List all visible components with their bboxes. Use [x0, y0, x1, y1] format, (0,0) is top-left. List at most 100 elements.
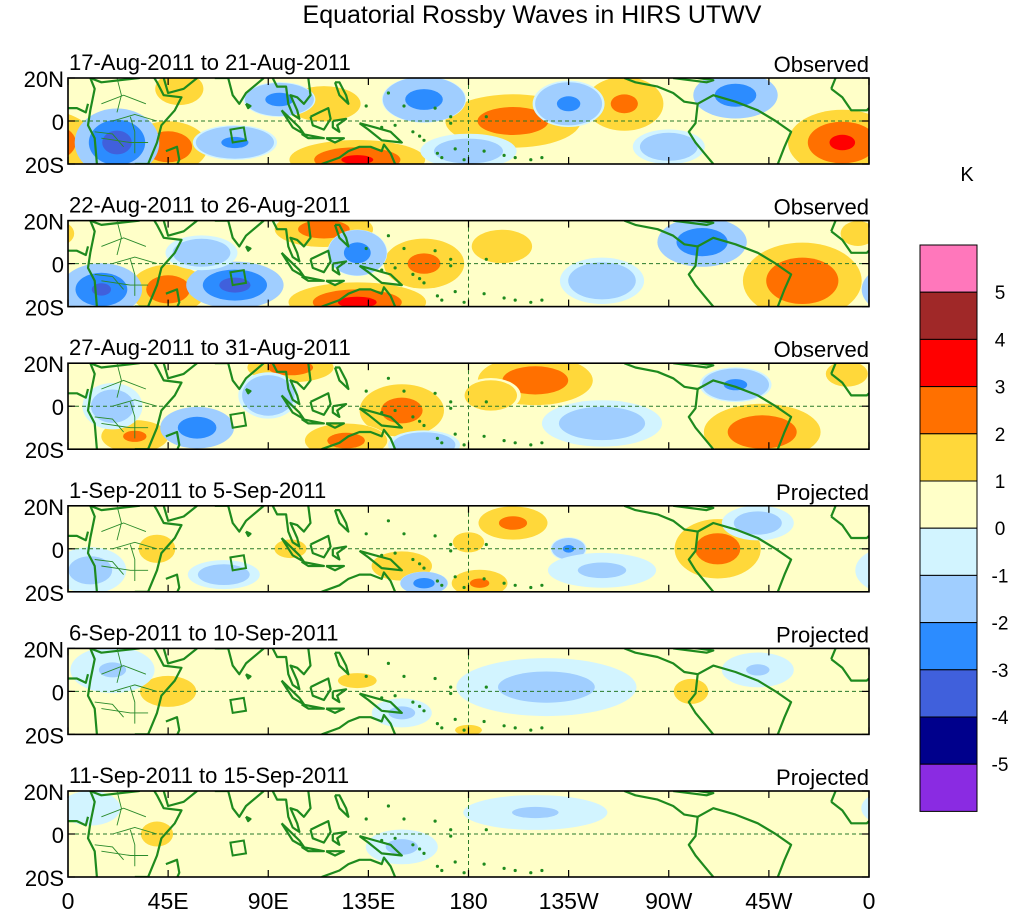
- coastline: [214, 648, 265, 676]
- coastline: [325, 137, 345, 144]
- country-border: [94, 416, 124, 433]
- x-tick-label: 0: [863, 888, 876, 914]
- country-border: [129, 544, 136, 581]
- coastline: [358, 692, 403, 715]
- anomaly-field: [68, 505, 869, 592]
- island: [453, 717, 457, 722]
- colorbar-swatch: [919, 244, 978, 293]
- island: [364, 674, 368, 679]
- anomaly-contour: [68, 129, 76, 156]
- coastline: [86, 505, 98, 592]
- coastline: [309, 106, 332, 131]
- country-border: [116, 363, 122, 398]
- anomaly-contour: [577, 562, 627, 579]
- anomaly-contour: [337, 296, 377, 307]
- colorbar-swatch: [919, 669, 978, 718]
- coastline: [325, 564, 345, 572]
- island: [422, 851, 426, 856]
- island: [502, 866, 506, 871]
- island: [513, 868, 517, 873]
- colorbar-tick-label: 0: [995, 519, 1006, 540]
- coastline: [673, 78, 715, 84]
- anomaly-contour: [146, 275, 191, 304]
- island: [462, 300, 466, 304]
- island: [380, 125, 384, 129]
- island: [422, 566, 426, 570]
- island: [418, 134, 422, 138]
- island: [435, 151, 439, 155]
- colorbar-tick-label: -1: [992, 566, 1009, 587]
- panel-date-range: 22-Aug-2011 to 26-Aug-2011: [69, 193, 351, 218]
- coastline: [333, 651, 350, 676]
- coastlines: [68, 220, 869, 307]
- island: [440, 868, 444, 873]
- island: [529, 300, 533, 304]
- island: [364, 532, 368, 536]
- anomaly-contour: [861, 796, 869, 820]
- coastline: [697, 807, 793, 877]
- coastline: [321, 143, 397, 164]
- country-border: [94, 273, 124, 290]
- coastline: [321, 428, 397, 450]
- coastline: [162, 505, 198, 522]
- island: [393, 408, 397, 413]
- y-tick-label: 20N: [24, 352, 64, 377]
- coastlines: [68, 648, 869, 735]
- x-tick-label: 135E: [342, 888, 396, 914]
- panel-4: 1-Sep-2011 to 5-Sep-2011 Projected 20N 0 20S: [24, 478, 870, 606]
- coastline: [830, 220, 837, 232]
- island: [482, 577, 486, 581]
- island: [482, 149, 486, 153]
- island: [422, 709, 426, 713]
- coastline: [162, 648, 198, 665]
- island: [440, 156, 444, 160]
- island: [482, 719, 486, 724]
- country-border: [129, 686, 136, 724]
- panel-date-range: 11-Sep-2011 to 15-Sep-2011: [69, 763, 349, 788]
- coastline: [271, 791, 312, 834]
- y-tick-label: 20S: [25, 296, 64, 321]
- anomaly-contour: [197, 564, 250, 585]
- country-border: [101, 850, 149, 856]
- y-tick-label: 20S: [25, 866, 64, 891]
- island: [411, 415, 415, 419]
- coastline: [214, 363, 265, 391]
- coastline: [830, 373, 869, 397]
- panel-kind: Projected: [776, 480, 869, 505]
- island: [386, 519, 390, 523]
- island: [449, 257, 453, 261]
- anomaly-contour: [498, 671, 595, 703]
- coastline: [333, 81, 350, 105]
- coastline: [697, 664, 793, 735]
- coastline: [358, 835, 403, 857]
- colorbar-tick-label: -3: [992, 661, 1009, 682]
- anomaly-contour: [381, 397, 423, 424]
- island: [411, 130, 415, 134]
- island: [540, 441, 544, 445]
- island: [411, 843, 415, 847]
- colorbar-swatch: [919, 386, 978, 435]
- island: [540, 156, 544, 160]
- island: [402, 389, 406, 393]
- panel-date-range: 27-Aug-2011 to 31-Aug-2011: [69, 335, 351, 360]
- coastline: [245, 102, 252, 110]
- island: [484, 685, 488, 689]
- anomaly-contour: [469, 578, 490, 588]
- island: [484, 828, 488, 832]
- island: [435, 436, 439, 440]
- country-border: [101, 379, 147, 390]
- country-border: [101, 708, 149, 714]
- coastline: [830, 363, 837, 375]
- panel-kind: Observed: [774, 337, 869, 362]
- coastline: [309, 819, 332, 844]
- island: [364, 104, 368, 108]
- coastline: [309, 677, 332, 702]
- island: [386, 91, 390, 95]
- country-border: [112, 684, 158, 692]
- island: [393, 836, 397, 840]
- coastline: [830, 658, 869, 682]
- island: [433, 249, 437, 253]
- coastline: [358, 264, 403, 287]
- island: [402, 104, 406, 108]
